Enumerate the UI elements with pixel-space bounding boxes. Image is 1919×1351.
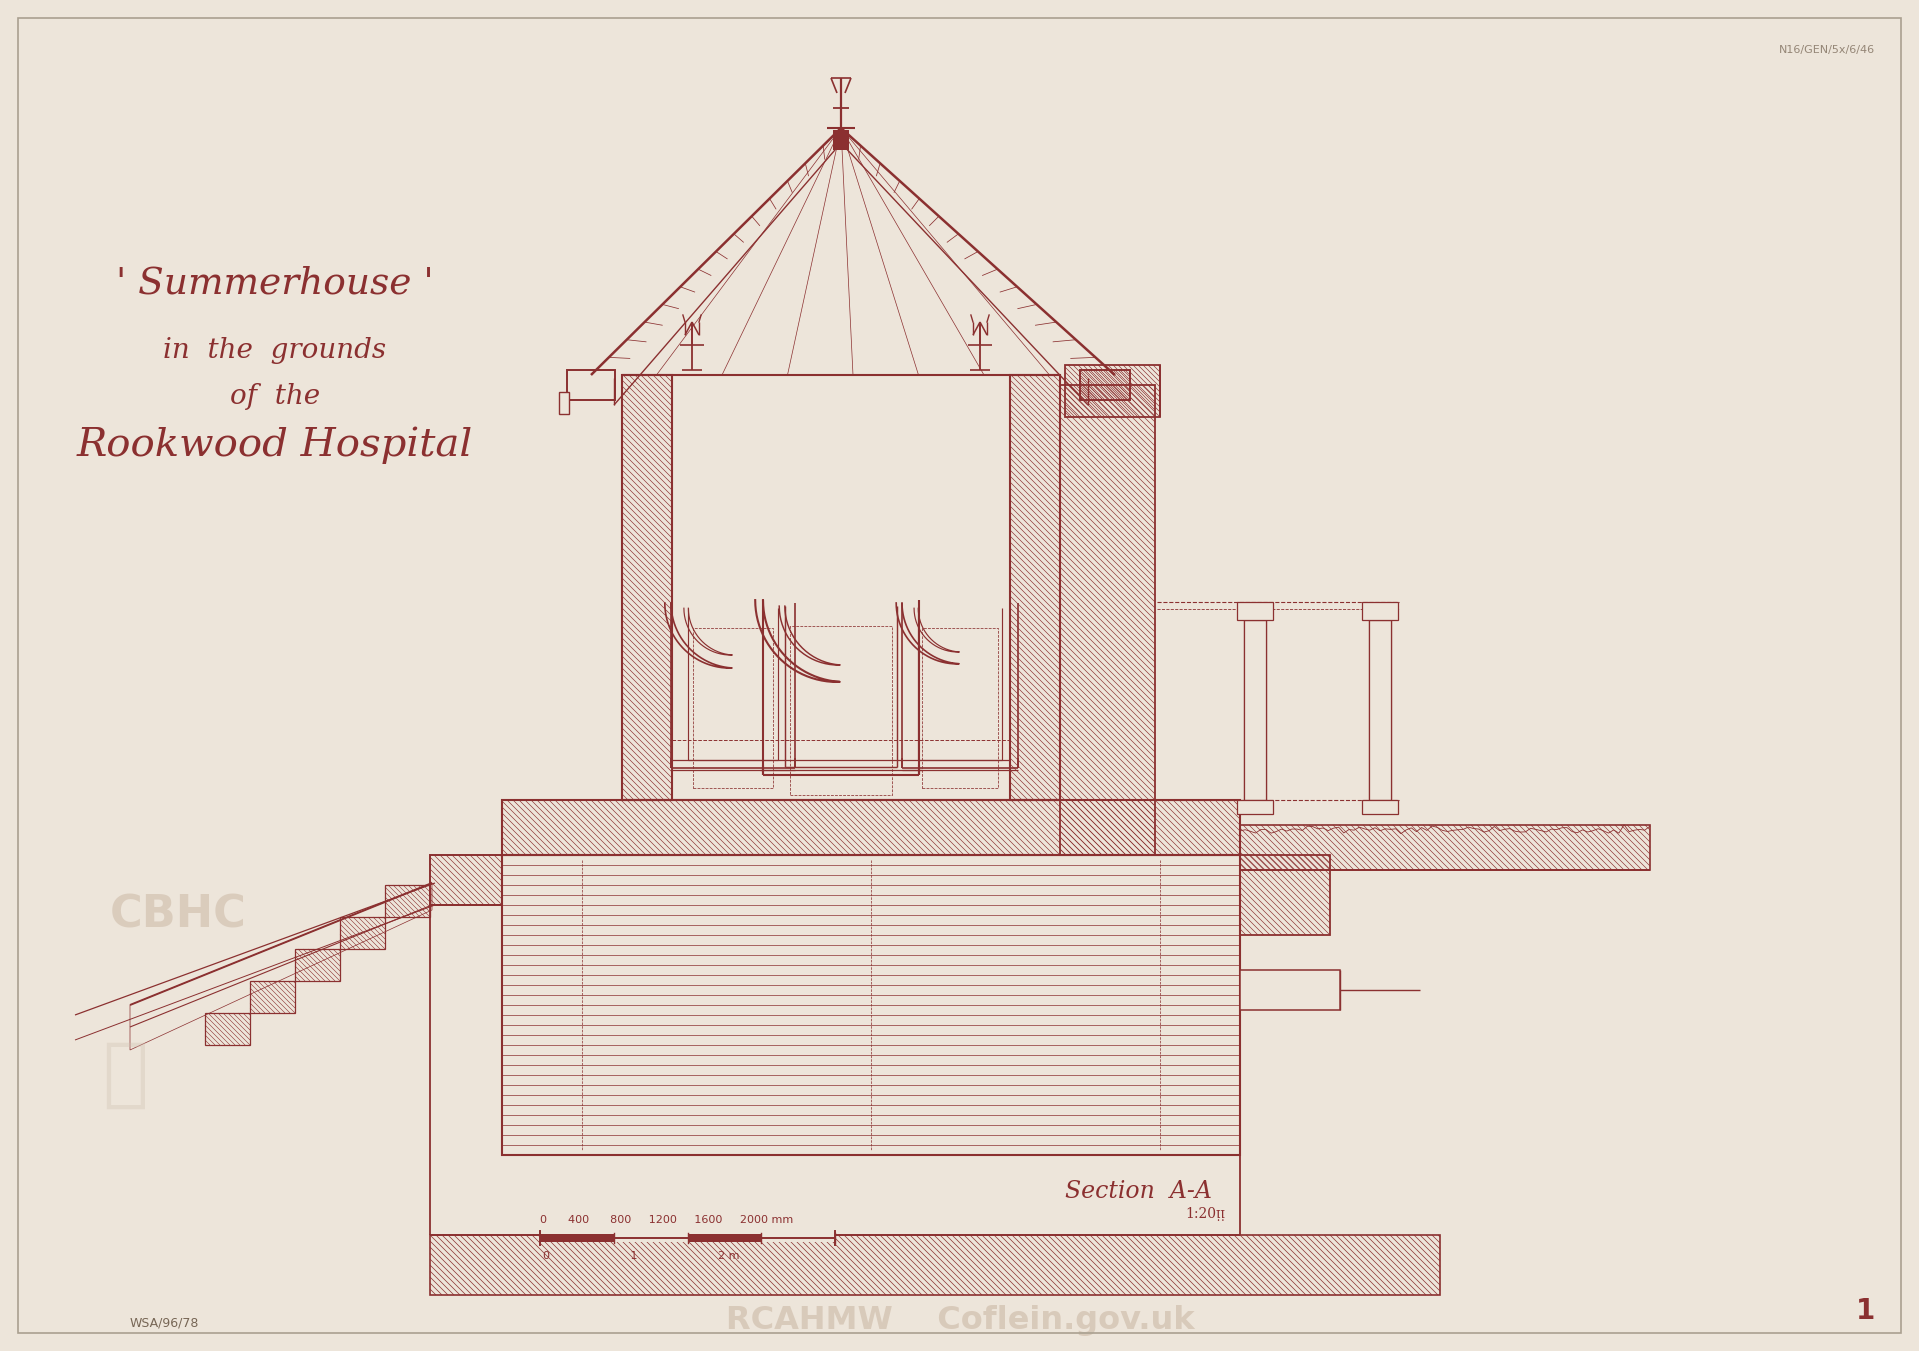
Bar: [566, 370, 614, 400]
Bar: [1240, 825, 1650, 870]
Text: N16/GEN/5x/6/46: N16/GEN/5x/6/46: [1779, 45, 1875, 55]
Text: 🐉: 🐉: [102, 1038, 148, 1112]
Bar: [296, 948, 340, 981]
Text: WSA/96/78: WSA/96/78: [130, 1317, 200, 1329]
Text: RCAHMW    Coflein.gov.uk: RCAHMW Coflein.gov.uk: [725, 1305, 1194, 1336]
Bar: [430, 1235, 1439, 1296]
Bar: [430, 855, 503, 905]
Bar: [205, 1013, 249, 1046]
Polygon shape: [130, 884, 432, 1050]
Bar: [1059, 385, 1155, 855]
Bar: [1240, 970, 1339, 1011]
Text: 1:20ᴉᴉ: 1:20ᴉᴉ: [1186, 1206, 1224, 1221]
Bar: [614, 1233, 687, 1242]
Text: Rookwood Hospital: Rookwood Hospital: [77, 427, 474, 465]
Bar: [1009, 376, 1059, 800]
Text: Section  A-A: Section A-A: [1065, 1179, 1213, 1202]
Bar: [430, 1235, 1439, 1296]
Bar: [249, 981, 296, 1013]
Text: 0                       1                       2 m: 0 1 2 m: [543, 1251, 739, 1260]
Bar: [1362, 603, 1399, 620]
Bar: [386, 885, 430, 917]
Bar: [1362, 800, 1399, 815]
Bar: [1244, 620, 1267, 800]
Bar: [1368, 620, 1391, 800]
Text: CBHC: CBHC: [109, 893, 248, 936]
Bar: [1080, 370, 1130, 400]
Bar: [205, 1013, 249, 1046]
Bar: [1065, 365, 1159, 417]
Bar: [249, 981, 296, 1013]
Bar: [566, 367, 618, 403]
Bar: [503, 855, 1240, 1155]
Bar: [1240, 825, 1650, 870]
Bar: [622, 376, 672, 800]
Bar: [503, 855, 1240, 1155]
Text: 1: 1: [1856, 1297, 1875, 1325]
Bar: [503, 800, 1240, 855]
Text: in  the  grounds: in the grounds: [163, 336, 386, 363]
Bar: [503, 800, 1240, 855]
Bar: [833, 130, 848, 150]
Bar: [687, 1233, 762, 1242]
Text: ' Summerhouse ': ' Summerhouse ': [117, 265, 434, 301]
Bar: [340, 917, 386, 948]
Bar: [1009, 376, 1059, 800]
Bar: [340, 917, 386, 948]
Bar: [430, 855, 503, 905]
Text: of  the: of the: [230, 382, 320, 409]
Bar: [762, 1233, 835, 1242]
Bar: [1238, 800, 1272, 815]
Bar: [1059, 385, 1155, 855]
Bar: [296, 948, 340, 981]
Bar: [1065, 365, 1159, 417]
Bar: [558, 392, 570, 413]
Bar: [1240, 855, 1330, 935]
Bar: [1238, 603, 1272, 620]
Bar: [1240, 855, 1330, 935]
Text: 0      400      800     1200     1600     2000 mm: 0 400 800 1200 1600 2000 mm: [539, 1215, 793, 1225]
Bar: [386, 885, 430, 917]
Bar: [539, 1233, 614, 1242]
Bar: [622, 376, 672, 800]
